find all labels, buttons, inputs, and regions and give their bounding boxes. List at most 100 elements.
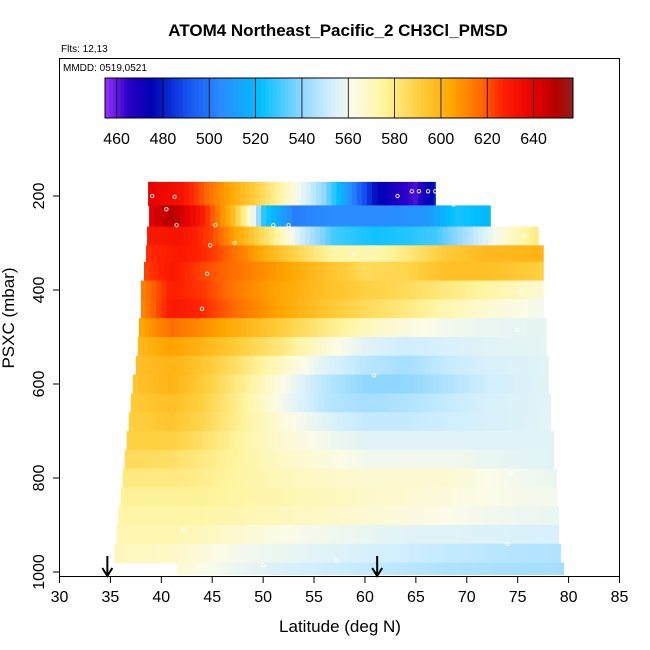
heatmap-cell — [307, 543, 314, 564]
heatmap-cell — [480, 412, 486, 432]
heatmap-cell — [415, 393, 422, 413]
heatmap-cell — [306, 261, 313, 282]
heatmap-cell — [454, 261, 461, 282]
heatmap-cell — [281, 506, 288, 526]
heatmap-cell — [337, 412, 344, 432]
heatmap-cell — [512, 280, 519, 300]
heatmap-cell — [175, 449, 182, 470]
heatmap-cell — [232, 299, 239, 319]
heatmap-cell — [471, 562, 478, 575]
heatmap-cell — [212, 393, 218, 413]
colorbar-segment — [342, 78, 348, 118]
heatmap-cell — [146, 280, 152, 300]
heatmap-cell — [184, 261, 191, 282]
heatmap-cell — [518, 226, 525, 246]
heatmap-cell — [432, 525, 438, 545]
heatmap-cell — [201, 543, 207, 564]
heatmap-cell — [352, 412, 359, 432]
heatmap-cell — [360, 525, 367, 545]
heatmap-cell — [178, 468, 185, 488]
heatmap-cell — [432, 226, 438, 246]
heatmap-cell — [196, 562, 203, 575]
heatmap-cell — [379, 543, 385, 564]
heatmap-cell — [301, 412, 308, 432]
heatmap-cell — [269, 525, 275, 545]
heatmap-cell — [140, 393, 147, 413]
heatmap-cell — [310, 374, 317, 394]
heatmap-cell — [144, 412, 150, 432]
heatmap-cell — [244, 337, 251, 357]
heatmap-cell — [433, 181, 436, 206]
heatmap-cell — [395, 393, 402, 413]
heatmap-cell — [345, 431, 352, 451]
heatmap-cell — [507, 280, 514, 300]
heatmap-cell — [420, 562, 427, 575]
heatmap-cell — [386, 431, 393, 451]
heatmap-cell — [548, 562, 554, 575]
heatmap-cell — [308, 280, 315, 300]
heatmap-cell — [286, 261, 293, 282]
heatmap-cell — [443, 374, 450, 394]
heatmap-cell — [426, 355, 432, 376]
colorbar-tick-label: 620 — [474, 131, 501, 148]
heatmap-cell — [512, 487, 519, 507]
flights-label: Flts: 12,13 — [61, 44, 108, 55]
heatmap-cell — [492, 393, 498, 413]
heatmap-cell — [349, 280, 356, 300]
heatmap-cell — [361, 468, 368, 488]
heatmap-cell — [218, 226, 225, 246]
heatmap-cell — [249, 337, 256, 357]
heatmap-cell — [299, 431, 306, 451]
heatmap-cell — [250, 318, 257, 338]
heatmap-cell — [134, 449, 141, 470]
heatmap-cell — [189, 261, 196, 282]
colorbar-segment — [206, 78, 211, 118]
heatmap-cell — [385, 562, 392, 575]
colorbar-segment — [409, 78, 414, 118]
colorbar-segment — [124, 78, 129, 118]
heatmap-cell — [206, 543, 212, 564]
heatmap-cell — [306, 506, 313, 526]
heatmap-cell — [487, 245, 493, 263]
heatmap-cell — [428, 181, 434, 206]
heatmap-cell — [538, 393, 544, 413]
heatmap-cell — [327, 318, 333, 338]
heatmap-cell — [186, 562, 193, 575]
heatmap-cell — [375, 245, 381, 263]
heatmap-cell — [538, 280, 544, 300]
heatmap-cell — [189, 412, 196, 432]
heatmap-cell — [193, 337, 200, 357]
heatmap-cell — [308, 299, 315, 319]
heatmap-cell — [451, 280, 458, 300]
heatmap-cell — [114, 543, 121, 564]
heatmap-cell — [196, 245, 203, 263]
heatmap-cell — [310, 468, 317, 488]
heatmap-cell — [271, 412, 277, 432]
heatmap-cell — [301, 506, 308, 526]
heatmap-cell — [349, 562, 356, 575]
heatmap-cell — [346, 181, 353, 206]
heatmap-cell — [342, 318, 349, 338]
heatmap-cell — [346, 337, 353, 357]
heatmap-cell — [252, 280, 259, 300]
heatmap-cell — [240, 412, 247, 432]
heatmap-cell — [436, 562, 442, 575]
heatmap-cell — [476, 280, 483, 300]
heatmap-cell — [552, 543, 558, 564]
heatmap-cell — [263, 393, 269, 413]
heatmap-cell — [142, 374, 149, 394]
heatmap-cell — [496, 449, 502, 470]
heatmap-cell — [310, 337, 317, 357]
heatmap-cell — [243, 431, 250, 451]
heatmap-cell — [528, 431, 535, 451]
heatmap-cell — [543, 355, 549, 376]
heatmap-cell — [126, 525, 133, 545]
heatmap-cell — [304, 431, 311, 451]
heatmap-cell — [330, 226, 337, 246]
heatmap-cell — [450, 449, 457, 470]
heatmap-cell — [346, 374, 353, 394]
heatmap-cell — [546, 506, 552, 526]
heatmap-cell — [184, 506, 191, 526]
heatmap-cell — [415, 355, 422, 376]
